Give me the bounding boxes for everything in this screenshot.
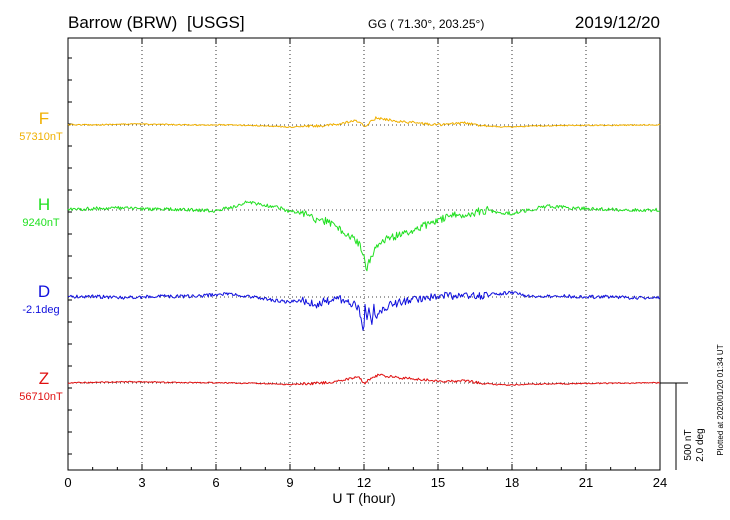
series-layer	[67, 116, 661, 386]
series-name-z: Z	[39, 369, 49, 388]
station-title: Barrow (BRW)	[68, 13, 177, 32]
plotted-at-note: Plotted at 2020/01/20 01:34 UT	[716, 344, 725, 455]
series-baseline-d: -2.1deg	[22, 304, 59, 316]
x-tick-label: 12	[357, 475, 371, 490]
scale-bar: 500 nT 2.0 deg	[660, 382, 706, 470]
series-line-f	[67, 116, 661, 129]
series-baseline-f: 57310nT	[19, 131, 63, 143]
grid-lines	[68, 38, 660, 470]
x-tick-label: 21	[579, 475, 593, 490]
x-tick-label: 18	[505, 475, 519, 490]
series-line-h	[67, 200, 661, 272]
series-baseline-z: 56710nT	[19, 391, 63, 403]
series-name-f: F	[39, 109, 49, 128]
x-axis: 0 3 6 9 12 15 18 21 24	[64, 38, 667, 490]
series-labels: F 57310nT H 9240nT D -2.1deg Z 56710nT	[19, 109, 63, 403]
plot-date: 2019/12/20	[575, 13, 660, 32]
scale-bar-deg-label: 2.0 deg	[695, 428, 706, 461]
station-coordinates: GG ( 71.30°, 203.25°)	[368, 17, 484, 31]
x-axis-label: U T (hour)	[332, 490, 395, 506]
x-tick-label: 9	[286, 475, 293, 490]
network-label: [USGS]	[187, 13, 245, 32]
x-tick-label: 0	[64, 475, 71, 490]
series-line-z	[67, 373, 660, 386]
series-name-d: D	[38, 282, 50, 301]
series-line-d	[67, 290, 661, 331]
scale-bar-nt-label: 500 nT	[683, 429, 694, 460]
x-tick-label: 3	[138, 475, 145, 490]
x-tick-label: 24	[653, 475, 667, 490]
series-baseline-h: 9240nT	[22, 217, 60, 229]
x-tick-label: 15	[431, 475, 445, 490]
x-tick-label: 6	[212, 475, 219, 490]
series-name-h: H	[38, 195, 50, 214]
